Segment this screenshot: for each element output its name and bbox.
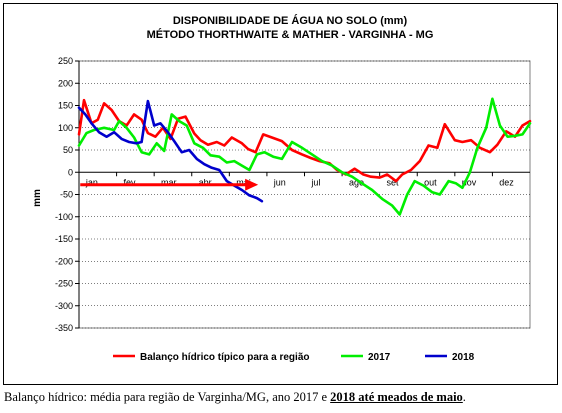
annotation bbox=[80, 178, 259, 191]
x-tick-label: jun bbox=[273, 177, 286, 187]
caption-suffix: . bbox=[462, 390, 466, 404]
x-tick-label: fev bbox=[123, 177, 136, 187]
x-tick-label: nov bbox=[462, 177, 477, 187]
y-tick-label: 100 bbox=[58, 123, 73, 133]
series-line-2017 bbox=[77, 97, 532, 216]
x-tick-label: dez bbox=[499, 177, 514, 187]
chart-title-line-1: DISPONIBILIDADE DE ÁGUA NO SOLO (mm) bbox=[173, 14, 408, 27]
y-tick-label: -150 bbox=[55, 234, 73, 244]
legend-label: 2018 bbox=[452, 352, 475, 363]
y-tick-label: -250 bbox=[55, 279, 73, 289]
y-tick-label: 0 bbox=[68, 167, 73, 177]
y-tick-label: -50 bbox=[60, 190, 73, 200]
legend: Balanço hídrico típico para a região 2017… bbox=[113, 352, 475, 363]
legend-label: 2017 bbox=[368, 352, 391, 363]
x-tick-label: abr bbox=[199, 177, 212, 187]
x-tick-label: out bbox=[424, 177, 437, 187]
x-tick-label: mai bbox=[236, 177, 251, 187]
annotation-arrow-head bbox=[245, 178, 259, 191]
x-tick-label: mar bbox=[161, 177, 177, 187]
y-tick-label: -300 bbox=[55, 301, 73, 311]
figure-caption: Balanço hídrico: média para região de Va… bbox=[4, 390, 560, 405]
axes: -350 -300 -250 -200 -150 -100 -50 0 50 100 150 200 2… bbox=[55, 56, 514, 333]
y-tick-label: -100 bbox=[55, 212, 73, 222]
legend-label: Balanço hídrico típico para a região bbox=[140, 352, 310, 363]
x-tick-label: jan bbox=[85, 177, 98, 187]
y-tick-label: 250 bbox=[58, 56, 73, 66]
x-tick-label: ago bbox=[349, 177, 364, 187]
caption-emphasis: 2018 até meados de maio bbox=[330, 390, 463, 404]
chart-title-line-2: MÉTODO THORTHWAITE & MATHER - VARGINHA -… bbox=[147, 28, 434, 41]
y-tick-label: 50 bbox=[63, 145, 73, 155]
caption-prefix: Balanço hídrico: média para região de Va… bbox=[4, 390, 331, 404]
chart: DISPONIBILIDADE DE ÁGUA NO SOLO (mm) MÉT… bbox=[32, 14, 532, 363]
y-axis-title: mm bbox=[32, 189, 43, 207]
y-tick-label: -350 bbox=[55, 323, 73, 333]
y-tick-label: 200 bbox=[58, 78, 73, 88]
grid bbox=[78, 60, 531, 329]
y-tick-label: -200 bbox=[55, 256, 73, 266]
x-tick-label: jul bbox=[310, 177, 320, 187]
x-tick-label: set bbox=[387, 177, 400, 187]
y-tick-label: 150 bbox=[58, 101, 73, 111]
